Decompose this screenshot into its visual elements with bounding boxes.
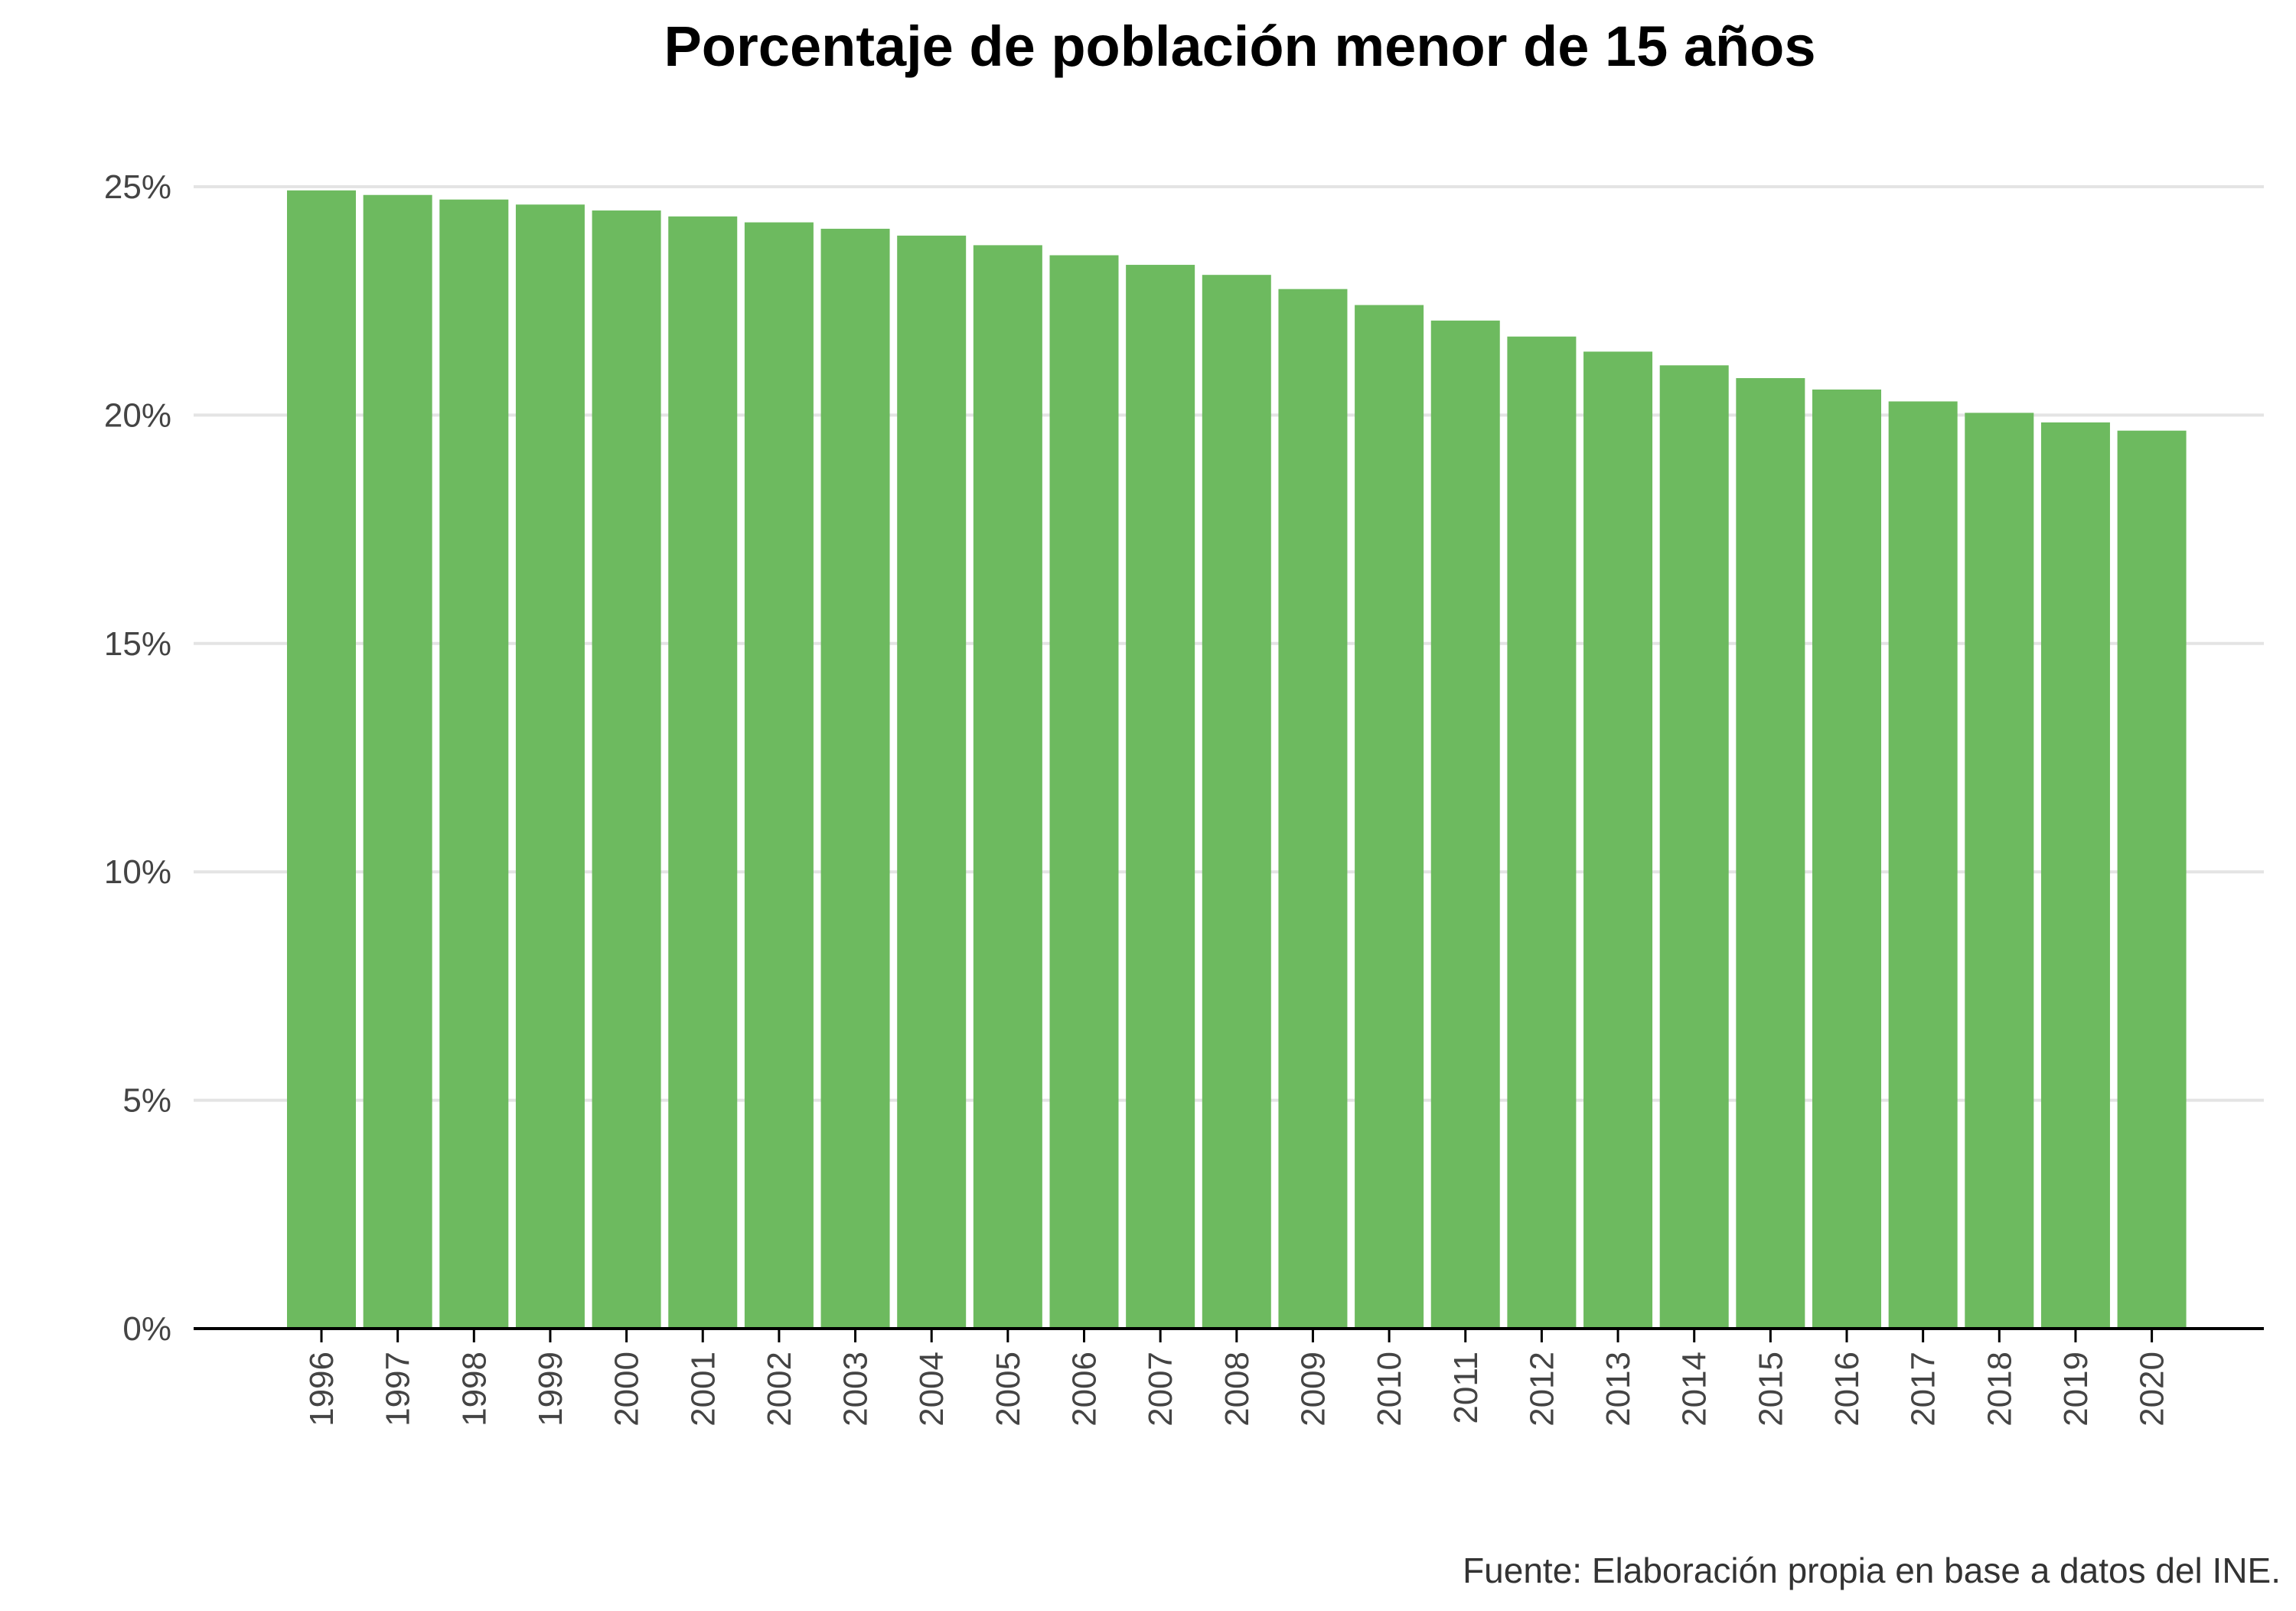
x-tick-label: 2005 <box>990 1352 1027 1427</box>
bar-2011 <box>1430 320 1500 1329</box>
x-tick-label: 2007 <box>1142 1352 1179 1427</box>
x-tick-label: 2004 <box>913 1352 951 1427</box>
bars <box>287 190 2187 1329</box>
x-tick-label: 2003 <box>837 1352 875 1427</box>
source-caption: Fuente: Elaboración propia en base a dat… <box>1463 1551 2281 1590</box>
x-tick-label: 1999 <box>532 1352 569 1427</box>
y-tick-label: 0% <box>122 1310 171 1348</box>
x-tick-label: 2019 <box>2057 1352 2095 1427</box>
bar-1996 <box>287 190 356 1329</box>
bar-2001 <box>668 216 738 1329</box>
bar-2012 <box>1507 336 1577 1329</box>
bar-1999 <box>515 204 585 1329</box>
x-tick-label: 2015 <box>1752 1352 1789 1427</box>
x-tick-label: 1998 <box>455 1352 493 1427</box>
bar-2008 <box>1202 275 1271 1329</box>
bar-2007 <box>1126 265 1195 1329</box>
x-tick-label: 2012 <box>1523 1352 1561 1427</box>
bar-2006 <box>1049 255 1119 1329</box>
x-tick-label: 2018 <box>1981 1352 2018 1427</box>
x-tick-label: 1996 <box>303 1352 341 1427</box>
bar-2019 <box>2040 422 2110 1329</box>
bar-1997 <box>363 194 432 1329</box>
bar-2014 <box>1659 365 1729 1329</box>
x-tick-label: 2010 <box>1371 1352 1408 1427</box>
x-tick-label: 2000 <box>608 1352 646 1427</box>
chart-title: Porcentaje de población menor de 15 años <box>664 15 1815 78</box>
x-tick-label: 2014 <box>1676 1352 1714 1427</box>
x-axis-ticks: 1996 1997 1998 1999 2000 2001 2002 2003 2004 2005… <box>303 1329 2171 1427</box>
bar-2002 <box>744 222 814 1329</box>
bar-2013 <box>1583 351 1653 1329</box>
x-tick-label: 2009 <box>1294 1352 1332 1427</box>
bar-2009 <box>1278 289 1348 1329</box>
y-tick-label: 5% <box>122 1082 171 1120</box>
x-tick-label: 2020 <box>2134 1352 2171 1427</box>
x-tick-label: 2017 <box>1905 1352 1942 1427</box>
y-tick-label: 25% <box>104 168 171 206</box>
x-tick-label: 2016 <box>1828 1352 1866 1427</box>
bar-2005 <box>973 245 1042 1329</box>
x-tick-label: 2001 <box>684 1352 722 1427</box>
x-tick-label: 2013 <box>1600 1352 1637 1427</box>
x-tick-label: 2008 <box>1218 1352 1256 1427</box>
bar-2020 <box>2117 430 2187 1329</box>
x-tick-label: 2002 <box>761 1352 798 1427</box>
bar-2010 <box>1355 305 1424 1329</box>
bar-2003 <box>820 228 890 1329</box>
y-tick-label: 15% <box>104 625 171 663</box>
x-tick-label: 1997 <box>380 1352 417 1427</box>
bar-2004 <box>897 235 967 1329</box>
bar-2015 <box>1736 378 1805 1329</box>
bar-2018 <box>1965 413 2034 1329</box>
y-tick-label: 20% <box>104 396 171 434</box>
x-tick-label: 2011 <box>1447 1352 1485 1424</box>
x-tick-label: 2006 <box>1066 1352 1104 1427</box>
y-axis-ticks: 0% 5% 10% 15% 20% 25% <box>104 168 171 1348</box>
bar-2000 <box>592 210 661 1329</box>
y-tick-label: 10% <box>104 853 171 891</box>
bar-2016 <box>1812 389 1881 1329</box>
bar-2017 <box>1888 401 1958 1329</box>
bar-1998 <box>439 199 509 1329</box>
